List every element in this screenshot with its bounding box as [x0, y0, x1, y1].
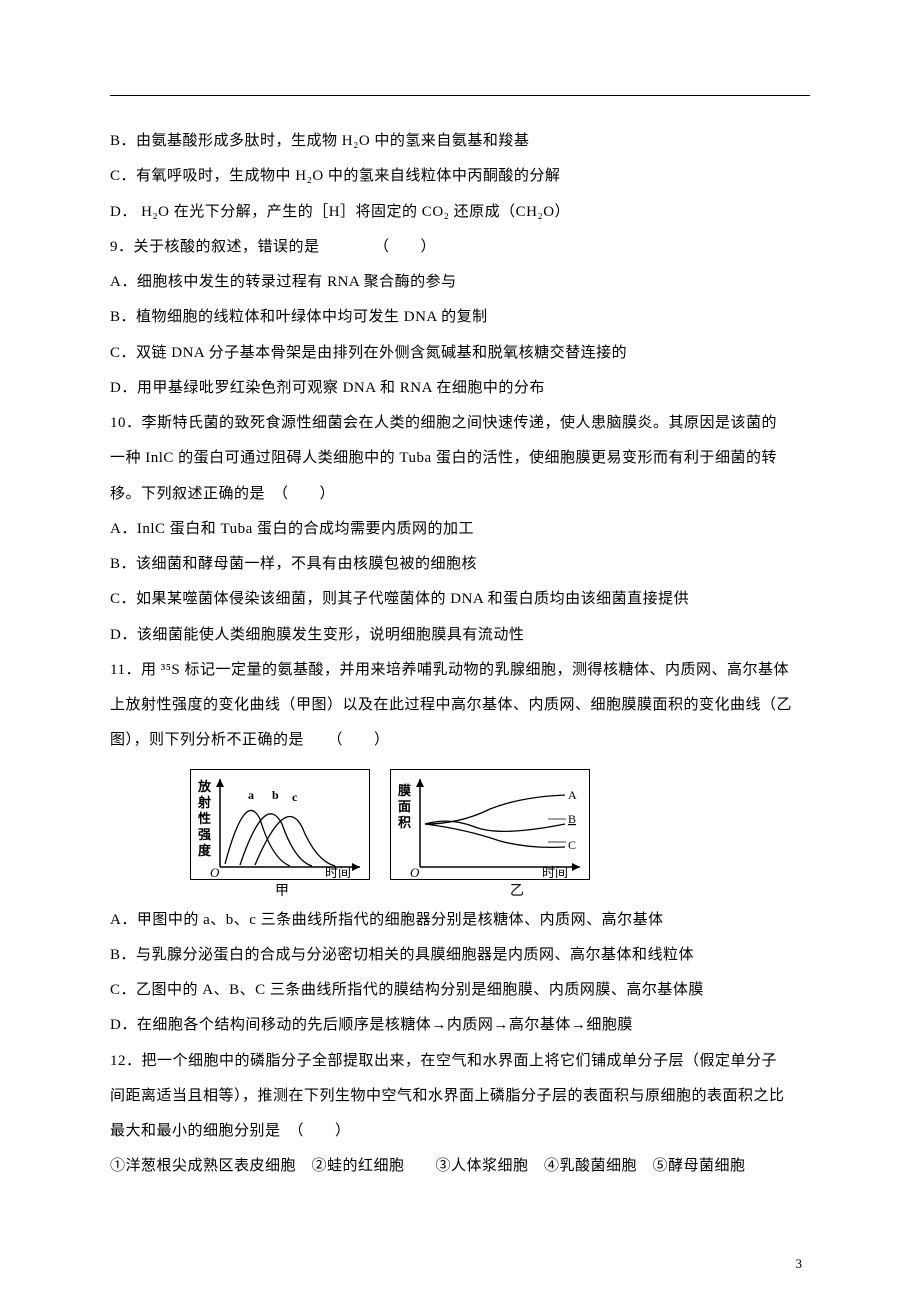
q9-option-d: D．用甲基绿吡罗红染色剂可观察 DNA 和 RNA 在细胞中的分布 [110, 371, 810, 406]
question-11-line3: 图），则下列分析不正确的是 （ ） [110, 723, 810, 758]
curve-label-c: c [292, 790, 298, 804]
q11-option-a: A．甲图中的 a、b、c 三条曲线所指代的细胞器分别是核糖体、内质网、高尔基体 [110, 903, 810, 938]
page-number: 3 [796, 1256, 803, 1272]
question-10-line3: 移。下列叙述正确的是 （ ） [110, 477, 810, 512]
q11-option-c: C．乙图中的 A、B、C 三条曲线所指代的膜结构分别是细胞膜、内质网膜、高尔基体… [110, 973, 810, 1008]
figure-label-yi: 乙 [510, 883, 524, 899]
y-label-left-3: 性 [198, 811, 211, 826]
page: B．由氨基酸形成多肽时，生成物 H₂O 中的氢来自氨基和羧基 C．有氧呼吸时，生… [0, 0, 920, 1302]
question-10-line2: 一种 InlC 的蛋白可通过阻碍人类细胞中的 Tuba 蛋白的活性，使细胞膜更易… [110, 441, 810, 476]
x-label-right: 时间 [542, 865, 568, 880]
curve-label-a: a [248, 788, 254, 802]
question-12-line2: 间距离适当且相等），推测在下列生物中空气和水界面上磷脂分子层的表面积与原细胞的表… [110, 1079, 810, 1114]
q12-options: ①洋葱根尖成熟区表皮细胞 ②蛙的红细胞 ③人体浆细胞 ④乳酸菌细胞 ⑤酵母菌细胞 [110, 1149, 810, 1184]
figures-row: a b c O 时间 放 射 性 强 度 甲 [190, 769, 810, 899]
q11-option-b: B．与乳腺分泌蛋白的合成与分泌密切相关的具膜细胞器是内质网、高尔基体和线粒体 [110, 938, 810, 973]
y-label-right-1: 膜 [398, 783, 411, 798]
y-label-right-3: 积 [398, 815, 411, 830]
q9-option-c: C．双链 DNA 分子基本骨架是由排列在外侧含氮碱基和脱氧核糖交替连接的 [110, 336, 810, 371]
option-d: D． H₂O 在光下分解，产生的［H］将固定的 CO₂ 还原成（CH₂O） [110, 195, 810, 230]
curve-label-B: B [568, 812, 576, 826]
top-rule [110, 95, 810, 96]
question-12-line3: 最大和最小的细胞分别是 （ ） [110, 1114, 810, 1149]
question-10-line1: 10．李斯特氏菌的致死食源性细菌会在人类的细胞之间快速传递，使人患脑膜炎。其原因… [110, 406, 810, 441]
curve-label-b: b [272, 788, 279, 802]
question-12-line1: 12．把一个细胞中的磷脂分子全部提取出来，在空气和水界面上将它们铺成单分子层（假… [110, 1044, 810, 1079]
origin-label-left: O [210, 865, 220, 880]
y-label-left-1: 放 [197, 779, 212, 794]
option-b: B．由氨基酸形成多肽时，生成物 H₂O 中的氢来自氨基和羧基 [110, 124, 810, 159]
x-label-left: 时间 [325, 865, 351, 880]
figure-label-jia: 甲 [275, 884, 289, 899]
question-9: 9．关于核酸的叙述，错误的是 （ ） [110, 230, 810, 265]
q11-option-d: D．在细胞各个结构间移动的先后顺序是核糖体→内质网→高尔基体→细胞膜 [110, 1008, 810, 1043]
q10-option-b: B．该细菌和酵母菌一样，不具有由核膜包被的细胞核 [110, 547, 810, 582]
figure-jia: a b c O 时间 放 射 性 强 度 甲 [190, 769, 370, 899]
q9-option-b: B．植物细胞的线粒体和叶绿体中均可发生 DNA 的复制 [110, 300, 810, 335]
question-11-line1: 11．用 ³⁵S 标记一定量的氨基酸，并用来培养哺乳动物的乳腺细胞，测得核糖体、… [110, 653, 810, 688]
q10-option-a: A．InlC 蛋白和 Tuba 蛋白的合成均需要内质网的加工 [110, 512, 810, 547]
y-label-left-5: 度 [198, 843, 212, 858]
question-11-line2: 上放射性强度的变化曲线（甲图）以及在此过程中高尔基体、内质网、细胞膜膜面积的变化… [110, 688, 810, 723]
q10-option-d: D．该细菌能使人类细胞膜发生变形，说明细胞膜具有流动性 [110, 618, 810, 653]
y-label-left-2: 射 [197, 795, 211, 810]
option-c: C．有氧呼吸时，生成物中 H₂O 中的氢来自线粒体中丙酮酸的分解 [110, 159, 810, 194]
q9-option-a: A．细胞核中发生的转录过程有 RNA 聚合酶的参与 [110, 265, 810, 300]
y-label-left-4: 强 [198, 827, 211, 842]
curve-label-C: C [568, 838, 576, 852]
q10-option-c: C．如果某噬菌体侵染该细菌，则其子代噬菌体的 DNA 和蛋白质均由该细菌直接提供 [110, 582, 810, 617]
figure-yi: A B C O 时间 膜 面 积 乙 [390, 769, 590, 899]
curve-label-A: A [568, 788, 577, 802]
origin-label-right: O [410, 865, 420, 880]
y-label-right-2: 面 [398, 799, 411, 814]
